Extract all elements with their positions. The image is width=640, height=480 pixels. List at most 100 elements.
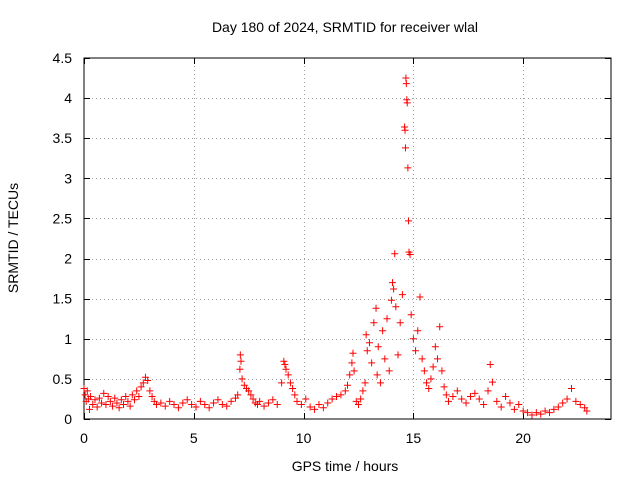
data-point xyxy=(234,391,242,399)
data-point xyxy=(223,402,231,410)
data-point xyxy=(401,144,409,152)
data-point xyxy=(260,402,268,410)
data-point xyxy=(361,379,369,387)
data-point xyxy=(363,347,371,355)
data-point xyxy=(273,401,281,409)
data-point xyxy=(438,367,446,375)
x-tick-label: 10 xyxy=(296,430,312,446)
data-point xyxy=(349,349,357,357)
data-point xyxy=(471,389,479,397)
data-point xyxy=(357,395,365,403)
data-point xyxy=(106,397,114,405)
data-point xyxy=(245,387,253,395)
data-point xyxy=(91,396,99,404)
data-point xyxy=(406,251,414,259)
data-point xyxy=(412,347,420,355)
data-point xyxy=(133,387,141,395)
data-point xyxy=(286,379,294,387)
data-point xyxy=(394,351,402,359)
data-point xyxy=(550,405,558,413)
data-point xyxy=(237,357,245,365)
data-point xyxy=(559,399,567,407)
data-point xyxy=(269,396,277,404)
data-point xyxy=(532,409,540,417)
data-point xyxy=(436,323,444,331)
data-point xyxy=(174,404,182,412)
data-point xyxy=(429,363,437,371)
data-point xyxy=(506,399,514,407)
y-axis: 0 0.5 1 1.5 2 2.5 3 3.5 4 4.5 xyxy=(53,50,611,427)
data-point xyxy=(122,393,130,401)
data-point xyxy=(324,399,332,407)
plot-frame xyxy=(83,57,612,420)
data-point xyxy=(396,319,404,327)
data-point xyxy=(166,397,174,405)
data-point xyxy=(515,401,523,409)
data-point xyxy=(374,343,382,351)
data-point xyxy=(440,383,448,391)
data-point xyxy=(453,387,461,395)
data-point xyxy=(404,164,412,172)
data-point xyxy=(541,407,549,415)
y-tick-label: 4.5 xyxy=(53,50,73,66)
data-point xyxy=(423,379,431,387)
data-point xyxy=(115,404,123,412)
data-point xyxy=(161,402,169,410)
data-point xyxy=(381,355,389,363)
data-point xyxy=(418,355,426,363)
data-point xyxy=(488,378,496,386)
data-point xyxy=(89,401,97,409)
data-point xyxy=(475,395,483,403)
data-point xyxy=(385,367,393,375)
data-point xyxy=(484,387,492,395)
data-point xyxy=(354,401,362,409)
data-point xyxy=(102,401,110,409)
data-point xyxy=(398,291,406,299)
data-point xyxy=(416,293,424,301)
data-point xyxy=(341,387,349,395)
data-point xyxy=(117,396,125,404)
data-point xyxy=(139,379,147,387)
data-point xyxy=(365,339,373,347)
data-point xyxy=(519,407,527,415)
data-point xyxy=(100,389,108,397)
data-point xyxy=(227,397,235,405)
data-point xyxy=(524,409,532,417)
data-point xyxy=(346,371,354,379)
data-point xyxy=(409,335,417,343)
data-point xyxy=(104,393,112,401)
data-point xyxy=(247,391,255,399)
data-point xyxy=(196,397,204,405)
data-point xyxy=(126,402,134,410)
data-point xyxy=(144,376,152,384)
data-point xyxy=(572,397,580,405)
data-points xyxy=(80,74,591,419)
data-point xyxy=(402,80,410,88)
x-tick-label: 20 xyxy=(515,430,531,446)
data-point xyxy=(311,405,319,413)
data-point xyxy=(256,397,264,405)
data-point xyxy=(528,411,536,419)
data-point xyxy=(563,395,571,403)
data-point xyxy=(93,403,101,411)
data-point xyxy=(98,399,106,407)
data-point xyxy=(383,315,391,323)
data-point xyxy=(333,393,341,401)
data-point xyxy=(315,401,323,409)
data-point xyxy=(188,401,196,409)
data-point xyxy=(502,393,510,401)
y-tick-label: 0.5 xyxy=(53,371,73,387)
data-point xyxy=(306,403,314,411)
data-point xyxy=(85,405,93,413)
data-point xyxy=(124,397,132,405)
data-point xyxy=(238,375,246,383)
data-point xyxy=(264,399,272,407)
data-point xyxy=(293,397,301,405)
data-point xyxy=(170,401,178,409)
data-point xyxy=(368,359,376,367)
data-point xyxy=(403,99,411,107)
data-point xyxy=(218,401,226,409)
data-point xyxy=(157,399,165,407)
data-point xyxy=(284,371,292,379)
data-point xyxy=(497,403,505,411)
